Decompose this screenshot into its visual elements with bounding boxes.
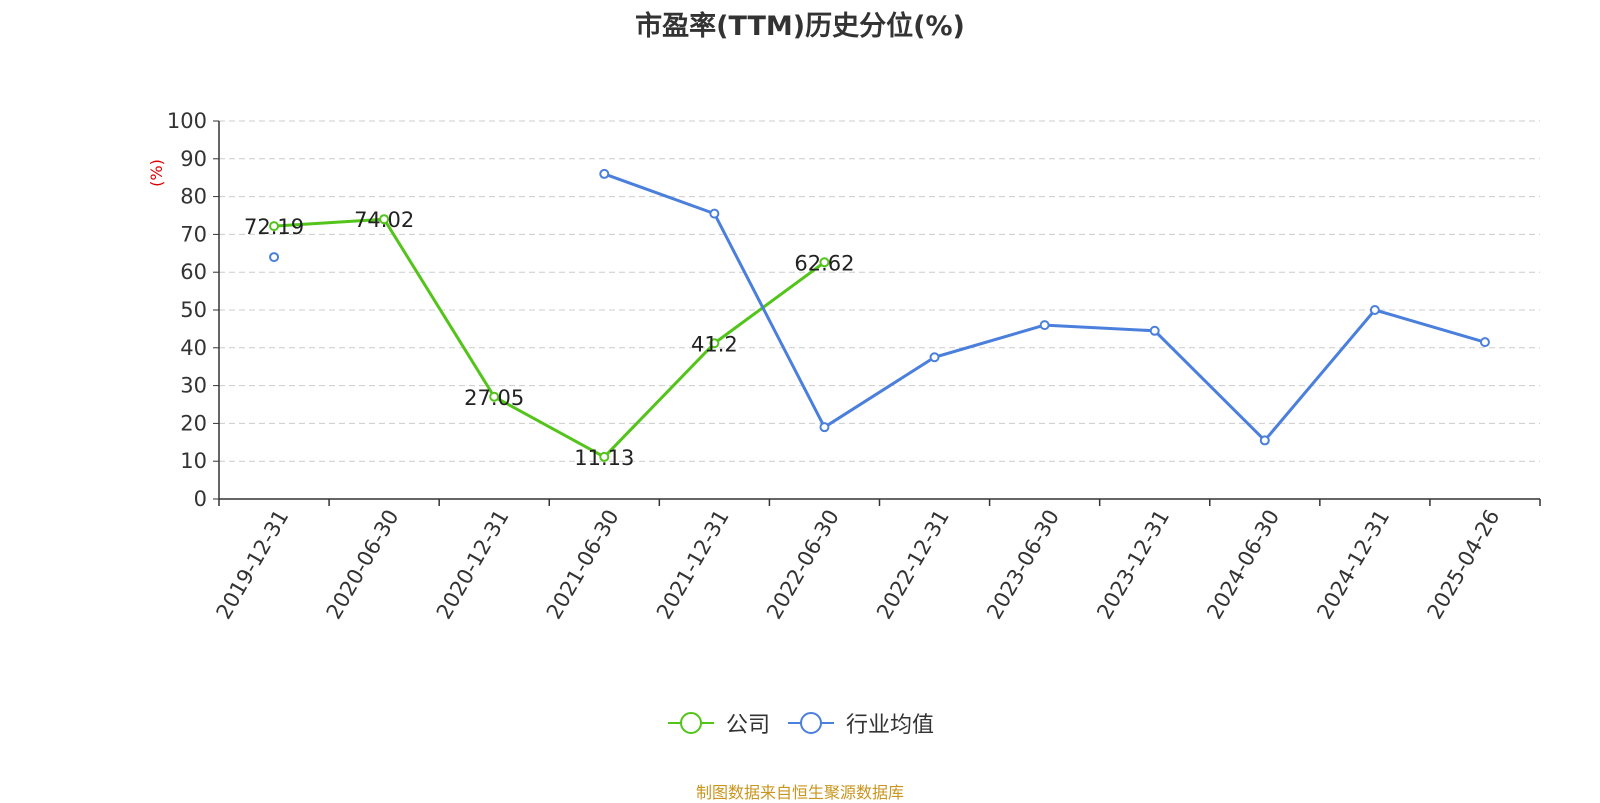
data-point	[489, 391, 500, 402]
data-point	[1149, 325, 1160, 336]
x-tick-label: 2022-06-30	[762, 506, 844, 624]
legend-item-industry-avg[interactable]: 行业均值	[786, 707, 934, 739]
y-tick-label: 30	[180, 374, 207, 398]
data-point	[1039, 320, 1050, 331]
data-label: 74.02	[354, 208, 414, 232]
data-point	[599, 168, 610, 179]
x-tick-label: 2024-12-31	[1312, 506, 1394, 624]
y-tick-label: 100	[167, 109, 207, 133]
y-axis-label: (%)	[147, 159, 166, 187]
data-labels: 72.19 74.02 27.05 11.13 41.2 62.62	[244, 208, 855, 470]
y-tick-label: 80	[180, 185, 207, 209]
y-tick-label: 0	[194, 487, 207, 511]
x-tick-label: 2025-04-26	[1423, 506, 1505, 624]
legend-line-circle-icon	[667, 712, 714, 734]
data-point	[709, 338, 720, 349]
x-tick-label: 2020-12-31	[432, 506, 514, 624]
data-point	[269, 252, 280, 263]
data-label: 27.05	[464, 386, 524, 410]
data-label: 72.19	[244, 215, 304, 239]
data-point	[709, 208, 720, 219]
data-label: 11.13	[574, 446, 634, 470]
data-label: 41.2	[691, 332, 738, 356]
x-tick-label: 2022-12-31	[872, 506, 954, 624]
legend-item-company[interactable]: 公司	[666, 707, 770, 739]
x-tick-label: 2023-06-30	[982, 506, 1064, 624]
data-point	[269, 221, 280, 232]
legend-label-industry-avg: 行业均值	[846, 713, 935, 738]
legend: 公司 行业均值	[0, 707, 1600, 739]
data-point	[819, 257, 830, 268]
source-note: 制图数据来自恒生聚源数据库	[695, 783, 904, 802]
y-tick-label: 10	[180, 449, 207, 473]
y-tick-label: 50	[180, 298, 207, 322]
y-tick-label: 40	[180, 336, 207, 360]
series-lines	[269, 168, 1490, 462]
x-tick-label: 2021-06-30	[542, 506, 624, 624]
chart-title: 市盈率(TTM)历史分位(%)	[635, 11, 965, 42]
x-tick-label: 2023-12-31	[1092, 506, 1174, 624]
axes: 0 10 20 30 40 50 60 70 80 90 100 (%) 2019-12-31 2020-…	[147, 109, 1541, 624]
data-point	[599, 451, 610, 462]
x-tick-label: 2024-06-30	[1202, 506, 1284, 624]
series-line-0	[273, 217, 826, 459]
y-tick-label: 70	[180, 222, 207, 246]
legend-line-circle-icon	[788, 712, 834, 734]
x-tick-label: 2019-12-31	[212, 506, 294, 624]
data-label: 62.62	[794, 251, 854, 275]
data-point	[929, 352, 940, 363]
y-tick-label: 20	[180, 411, 207, 435]
data-point	[1479, 337, 1490, 348]
y-tick-label: 60	[180, 260, 207, 284]
series-line-1	[603, 172, 1486, 442]
y-tick-label: 90	[180, 147, 207, 171]
x-tick-label: 2021-12-31	[652, 506, 734, 624]
legend-label-company: 公司	[725, 713, 770, 738]
data-point	[1259, 435, 1270, 446]
data-point	[819, 422, 830, 433]
data-point	[379, 214, 390, 225]
x-tick-label: 2020-06-30	[322, 506, 404, 624]
data-point	[1369, 305, 1380, 315]
grid-lines	[219, 120, 1540, 462]
